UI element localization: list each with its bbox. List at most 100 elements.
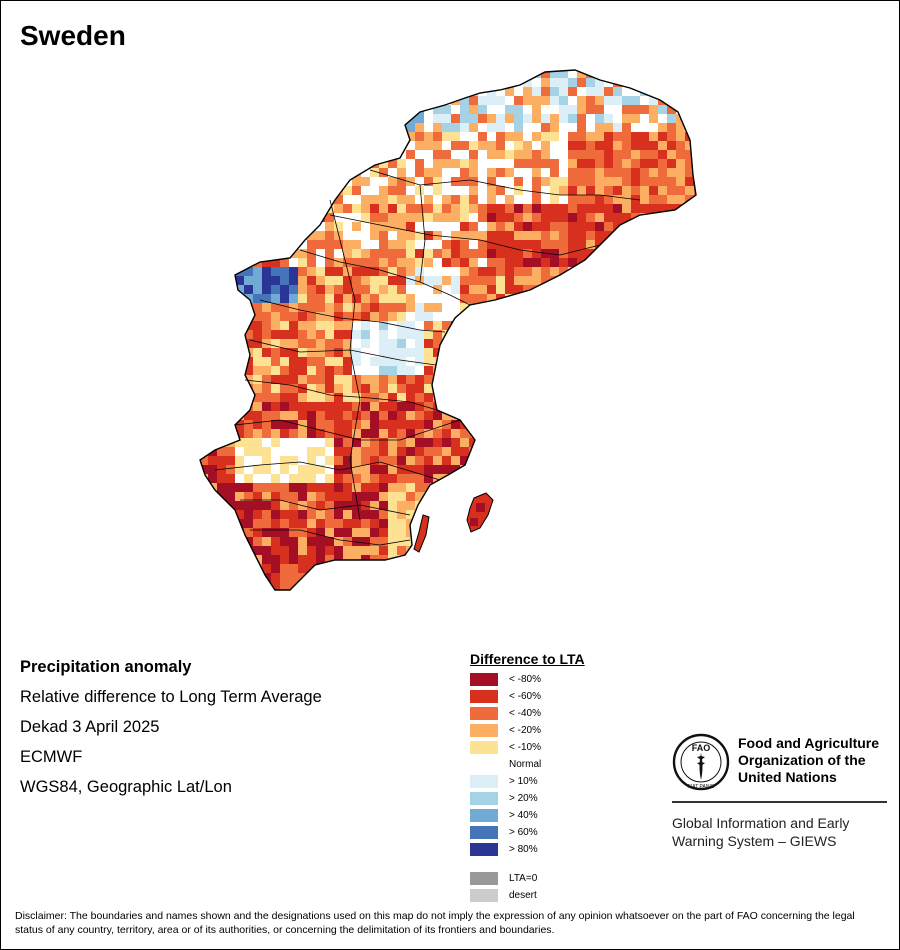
anomaly-cell (352, 456, 361, 465)
anomaly-cell (613, 70, 622, 78)
anomaly-cell (343, 105, 352, 114)
anomaly-cell (379, 447, 388, 456)
anomaly-cell (226, 276, 235, 285)
anomaly-cell (577, 60, 586, 69)
anomaly-cell (658, 465, 667, 474)
anomaly-cell (613, 573, 622, 582)
anomaly-cell (208, 582, 217, 590)
anomaly-cell (577, 87, 586, 96)
anomaly-cell (577, 528, 586, 537)
anomaly-cell (370, 195, 379, 204)
anomaly-cell (271, 123, 280, 132)
anomaly-cell (442, 249, 451, 258)
anomaly-cell (280, 456, 289, 465)
anomaly-cell (703, 537, 712, 546)
anomaly-cell (200, 132, 208, 141)
anomaly-cell (460, 393, 469, 402)
anomaly-cell (262, 303, 271, 312)
anomaly-cell (316, 519, 325, 528)
anomaly-cell (271, 267, 280, 276)
anomaly-cell (433, 132, 442, 141)
anomaly-cell (577, 384, 586, 393)
anomaly-cell (343, 321, 352, 330)
anomaly-cell (487, 195, 496, 204)
anomaly-cell (415, 186, 424, 195)
anomaly-cell (532, 465, 541, 474)
anomaly-cell (271, 78, 280, 87)
anomaly-cell (658, 420, 667, 429)
anomaly-cell (208, 294, 217, 303)
anomaly-cell (217, 114, 226, 123)
anomaly-cell (568, 555, 577, 564)
anomaly-cell (487, 519, 496, 528)
anomaly-cell (298, 177, 307, 186)
anomaly-cell (325, 321, 334, 330)
anomaly-cell (568, 348, 577, 357)
anomaly-cell (442, 294, 451, 303)
anomaly-cell (226, 411, 235, 420)
anomaly-cell (577, 429, 586, 438)
anomaly-cell (397, 70, 406, 78)
anomaly-cell (289, 132, 298, 141)
anomaly-cell (595, 177, 604, 186)
anomaly-cell (676, 123, 685, 132)
anomaly-cell (505, 438, 514, 447)
anomaly-cell (415, 222, 424, 231)
anomaly-cell (451, 501, 460, 510)
anomaly-cell (613, 294, 622, 303)
anomaly-cell (217, 195, 226, 204)
anomaly-cell (271, 294, 280, 303)
anomaly-cell (496, 501, 505, 510)
anomaly-cell (280, 276, 289, 285)
anomaly-cell (217, 429, 226, 438)
anomaly-cell (226, 204, 235, 213)
anomaly-cell (694, 438, 696, 447)
anomaly-cell (667, 456, 676, 465)
anomaly-cell (559, 87, 568, 96)
anomaly-cell (235, 474, 244, 483)
anomaly-cell (469, 420, 478, 429)
anomaly-cell (577, 249, 586, 258)
anomaly-cell (568, 231, 577, 240)
anomaly-cell (604, 357, 613, 366)
anomaly-cell (433, 546, 442, 555)
anomaly-cell (334, 285, 343, 294)
anomaly-cell (379, 285, 388, 294)
anomaly-cell (200, 276, 208, 285)
anomaly-cell (568, 474, 577, 483)
legend-swatch (470, 673, 498, 686)
anomaly-cell (514, 231, 523, 240)
anomaly-cell (568, 438, 577, 447)
anomaly-cell (361, 222, 370, 231)
anomaly-cell (352, 591, 361, 600)
anomaly-cell (514, 537, 523, 546)
anomaly-cell (200, 492, 208, 501)
anomaly-cell (532, 375, 541, 384)
anomaly-cell (235, 204, 244, 213)
anomaly-cell (397, 159, 406, 168)
anomaly-cell (676, 249, 685, 258)
anomaly-cell (595, 258, 604, 267)
anomaly-cell (496, 537, 505, 546)
anomaly-cell (280, 330, 289, 339)
anomaly-cell (469, 339, 478, 348)
anomaly-cell (676, 213, 685, 222)
anomaly-cell (379, 510, 388, 519)
anomaly-cell (604, 285, 613, 294)
anomaly-cell (298, 213, 307, 222)
anomaly-cell (307, 357, 316, 366)
anomaly-cell (649, 87, 658, 96)
anomaly-cell (613, 330, 622, 339)
anomaly-cell (595, 564, 604, 573)
anomaly-cell (334, 528, 343, 537)
anomaly-cell (253, 60, 262, 69)
anomaly-cell (424, 195, 433, 204)
anomaly-cell (370, 510, 379, 519)
anomaly-cell (208, 204, 217, 213)
anomaly-cell (406, 141, 415, 150)
anomaly-cell (541, 186, 550, 195)
anomaly-cell (343, 303, 352, 312)
anomaly-cell (262, 447, 271, 456)
anomaly-cell (604, 483, 613, 492)
anomaly-cell (469, 186, 478, 195)
